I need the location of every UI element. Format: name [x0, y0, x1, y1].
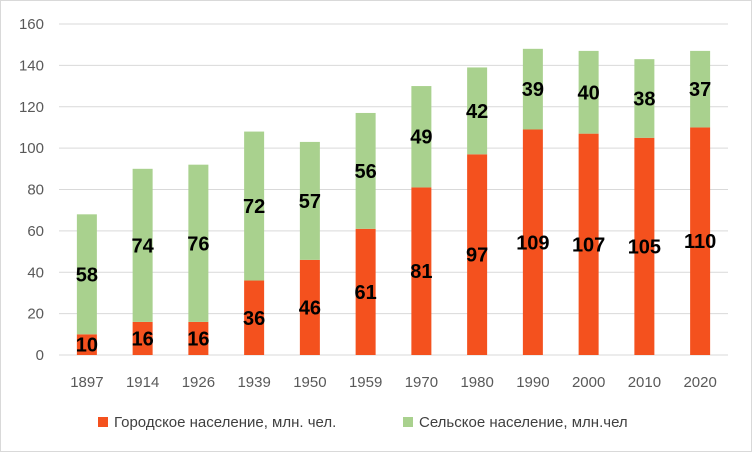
- bar-urban-1970: [411, 187, 432, 355]
- legend-label-urban: Городское население, млн. чел.: [114, 414, 336, 431]
- data-label-urban-1950: 46: [299, 297, 321, 319]
- y-axis-ticks: 0 20 40 60 80 100 120 140 160: [19, 16, 44, 364]
- bar-rural-1970: [411, 86, 432, 188]
- y-tick-label: 140: [19, 57, 44, 74]
- x-tick-label-1970: 1970: [405, 374, 438, 391]
- data-label-rural-1959: 56: [355, 161, 377, 183]
- data-label-rural-1980: 42: [466, 101, 488, 123]
- bar-urban-2000: [578, 133, 599, 355]
- data-label-urban-2010: 105: [628, 236, 661, 258]
- bar-rural-1990: [522, 48, 543, 130]
- data-label-rural-2000: 40: [578, 82, 600, 104]
- bar-rural-2020: [690, 50, 711, 128]
- bar-urban-2010: [634, 137, 655, 355]
- x-tick-label-1926: 1926: [182, 374, 215, 391]
- bar-urban-1926: [188, 321, 209, 355]
- data-label-urban-1897: 10: [76, 335, 98, 357]
- data-label-rural-2020: 37: [689, 79, 711, 101]
- bar-urban-1914: [132, 321, 153, 355]
- data-label-urban-2000: 107: [572, 234, 605, 256]
- data-label-rural-1990: 39: [522, 79, 544, 101]
- x-tick-label-1980: 1980: [460, 374, 493, 391]
- data-label-rural-1939: 72: [243, 196, 265, 218]
- x-tick-label-2020: 2020: [683, 374, 716, 391]
- legend-swatch-urban: [98, 417, 108, 427]
- data-label-rural-2010: 38: [633, 88, 655, 110]
- bar-rural-1926: [188, 164, 209, 322]
- gridlines: [59, 23, 728, 356]
- data-label-urban-1926: 16: [187, 328, 209, 350]
- x-tick-label-2010: 2010: [628, 374, 661, 391]
- bar-rural-2000: [578, 50, 599, 134]
- bar-urban-1897: [76, 334, 97, 355]
- bar-urban-1990: [522, 129, 543, 355]
- y-tick-label: 40: [27, 264, 44, 281]
- bar-rural-1980: [467, 67, 488, 155]
- bar-urban-2020: [690, 127, 711, 355]
- y-tick-label: 60: [27, 223, 44, 240]
- data-label-rural-1950: 57: [299, 191, 321, 213]
- bar-rural-1939: [244, 131, 265, 281]
- legend-swatch-rural: [403, 417, 413, 427]
- bar-urban-1980: [467, 154, 488, 355]
- data-label-rural-1970: 49: [410, 127, 432, 149]
- y-tick-label: 120: [19, 99, 44, 116]
- data-label-urban-1990: 109: [516, 232, 549, 254]
- legend: Городское население, млн. чел. Сельское …: [98, 414, 628, 431]
- data-label-urban-1939: 36: [243, 308, 265, 330]
- x-tick-label-1959: 1959: [349, 374, 382, 391]
- data-label-rural-1914: 74: [132, 235, 155, 257]
- x-tick-label-1950: 1950: [293, 374, 326, 391]
- bar-rural-1959: [355, 112, 376, 229]
- x-tick-label-2000: 2000: [572, 374, 605, 391]
- bar-rural-1897: [76, 214, 97, 335]
- x-tick-label-1990: 1990: [516, 374, 549, 391]
- data-label-rural-1897: 58: [76, 264, 98, 286]
- y-tick-label: 80: [27, 182, 44, 199]
- y-tick-label: 100: [19, 140, 44, 157]
- bars: [76, 48, 711, 355]
- x-tick-label-1914: 1914: [126, 374, 159, 391]
- y-tick-label: 160: [19, 16, 44, 33]
- bar-rural-1950: [299, 141, 320, 260]
- bar-urban-1939: [244, 280, 265, 355]
- x-axis-ticks: 1897 1914 1926 1939 1950 1959 1970 1980 1990 2000…: [70, 374, 717, 391]
- bar-urban-1959: [355, 228, 376, 355]
- bar-rural-1914: [132, 168, 153, 322]
- data-label-urban-1970: 81: [410, 261, 432, 283]
- y-tick-label: 20: [27, 306, 44, 323]
- data-label-urban-1980: 97: [466, 245, 488, 267]
- y-tick-label: 0: [36, 347, 44, 364]
- x-tick-label-1939: 1939: [237, 374, 270, 391]
- legend-label-rural: Сельское население, млн.чел: [419, 414, 628, 431]
- bar-urban-1950: [299, 259, 320, 355]
- data-label-urban-2020: 110: [684, 231, 716, 253]
- data-label-urban-1914: 16: [132, 328, 154, 350]
- data-label-rural-1926: 76: [187, 233, 209, 255]
- bar-rural-2010: [634, 59, 655, 138]
- x-tick-label-1897: 1897: [70, 374, 103, 391]
- data-label-urban-1959: 61: [355, 282, 377, 304]
- data-labels: 10 58 16 74 16 76 36 72 46 57 61 56 81 49 97 42 109 39 107…: [76, 79, 717, 356]
